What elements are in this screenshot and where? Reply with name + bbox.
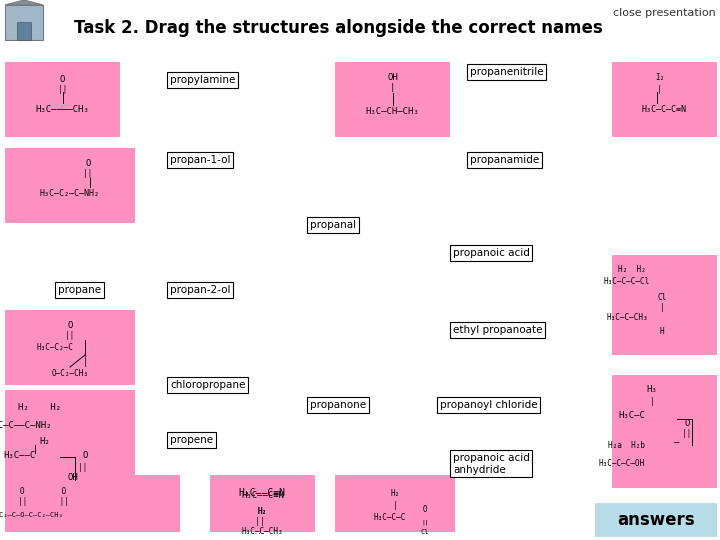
- Text: H₃C—C: H₃C—C: [618, 410, 645, 420]
- Text: |: |: [657, 84, 662, 93]
- Text: H₂a  H₂b: H₂a H₂b: [608, 442, 646, 450]
- Bar: [5, 390, 135, 455]
- Text: O: O: [82, 450, 88, 460]
- Text: OH: OH: [68, 472, 78, 482]
- Bar: [210, 475, 315, 532]
- Text: ||: ||: [78, 462, 88, 471]
- Text: close presentation: close presentation: [613, 8, 716, 18]
- Text: H₃: H₃: [647, 386, 657, 395]
- Bar: [595, 503, 717, 537]
- Text: H: H: [660, 327, 665, 336]
- Polygon shape: [5, 0, 43, 5]
- Text: —: —: [675, 438, 680, 448]
- Text: ...: ...: [254, 530, 269, 535]
- Bar: [5, 62, 120, 137]
- Text: propanoyl chloride: propanoyl chloride: [440, 400, 538, 410]
- Text: H₃C—C——C—NH₂: H₃C—C——C—NH₂: [0, 421, 53, 429]
- Text: Cl: Cl: [657, 293, 667, 301]
- Text: H₂: H₂: [40, 436, 50, 446]
- Text: H₂: H₂: [257, 508, 266, 516]
- Bar: [5, 5, 43, 40]
- Text: ethyl propanoate: ethyl propanoate: [453, 325, 542, 335]
- Text: O: O: [67, 321, 73, 330]
- Text: H₃C—C—C≡N: H₃C—C—C≡N: [642, 105, 687, 114]
- Text: ||: ||: [58, 84, 67, 93]
- Text: H₃C—C—C: H₃C—C—C: [374, 514, 406, 523]
- Bar: [335, 475, 455, 532]
- Text: ||: ||: [66, 332, 75, 341]
- Text: H₃C—C₂—C—NH₂: H₃C—C₂—C—NH₂: [40, 189, 100, 198]
- Text: H₃C—C—C—Cl: H₃C—C—C—Cl: [604, 278, 650, 287]
- Text: propylamine: propylamine: [170, 75, 235, 85]
- Text: H₃C—C₂—C: H₃C—C₂—C: [37, 343, 73, 353]
- Bar: [335, 62, 450, 137]
- Text: O        O: O O: [20, 487, 66, 496]
- Bar: [612, 255, 717, 355]
- Text: propanoic acid: propanoic acid: [453, 248, 530, 258]
- Text: |: |: [260, 517, 264, 526]
- Text: H₃C—C₂—C—O—C—C₂—CH₃: H₃C—C₂—C—O—C—C₂—CH₃: [0, 512, 63, 518]
- Text: H₃C————CH₃: H₃C————CH₃: [35, 105, 89, 114]
- Text: propanamide: propanamide: [470, 155, 539, 165]
- Text: chloropropane: chloropropane: [170, 380, 246, 390]
- Text: ||: ||: [421, 519, 428, 525]
- Text: propanenitrile: propanenitrile: [470, 67, 544, 77]
- Text: |: |: [649, 397, 654, 407]
- Text: propan-2-ol: propan-2-ol: [170, 285, 230, 295]
- Text: H₃C—C—C—OH: H₃C—C—C—OH: [599, 458, 645, 468]
- Text: H₂  H₂: H₂ H₂: [618, 266, 646, 274]
- Bar: [5, 475, 180, 532]
- Text: propene: propene: [170, 435, 213, 445]
- Bar: [210, 475, 315, 532]
- Text: H₃C—CH—CH₃: H₃C—CH—CH₃: [366, 107, 419, 116]
- Bar: [17, 22, 31, 40]
- Text: |: |: [255, 517, 260, 526]
- Text: |: |: [390, 83, 395, 91]
- Text: Task 2. Drag the structures alongside the correct names: Task 2. Drag the structures alongside th…: [74, 19, 603, 37]
- Text: propanoic acid
anhydride: propanoic acid anhydride: [453, 453, 530, 475]
- Bar: [5, 310, 135, 385]
- Text: |: |: [660, 302, 665, 312]
- Text: H₃C——C≡N: H₃C——C≡N: [241, 490, 284, 500]
- Text: ||: ||: [683, 429, 692, 437]
- Text: Cl: Cl: [420, 529, 429, 535]
- Text: O: O: [85, 159, 91, 168]
- Text: H₃C—C—CH₃: H₃C—C—CH₃: [242, 526, 283, 536]
- Text: H₃C——C: H₃C——C: [4, 450, 36, 460]
- Text: H₂: H₂: [390, 489, 400, 497]
- Bar: [612, 375, 717, 450]
- Text: I₂: I₂: [655, 73, 664, 83]
- Text: propanone: propanone: [310, 400, 366, 410]
- Text: H₂: H₂: [258, 507, 267, 516]
- Text: O—C₂—CH₃: O—C₂—CH₃: [52, 368, 89, 377]
- Text: propane: propane: [58, 285, 101, 295]
- Text: H₂    H₂: H₂ H₂: [19, 403, 61, 413]
- Text: |: |: [392, 501, 397, 510]
- Text: ||: ||: [84, 170, 93, 179]
- Text: propanal: propanal: [310, 220, 356, 230]
- Bar: [612, 428, 717, 488]
- Text: O: O: [60, 76, 66, 84]
- Text: O: O: [423, 505, 427, 515]
- Text: answers: answers: [617, 511, 695, 529]
- Text: H₃C—C—CH₃: H₃C—C—CH₃: [606, 313, 648, 321]
- Text: ||       ||: || ||: [17, 496, 68, 505]
- Text: propan-1-ol: propan-1-ol: [170, 155, 230, 165]
- Bar: [5, 148, 135, 223]
- Text: OH: OH: [387, 72, 398, 82]
- Text: H₃C——C≡N: H₃C——C≡N: [238, 488, 286, 498]
- Bar: [5, 425, 135, 490]
- Text: O: O: [684, 418, 690, 428]
- Text: │: │: [82, 356, 88, 367]
- Bar: [612, 62, 717, 137]
